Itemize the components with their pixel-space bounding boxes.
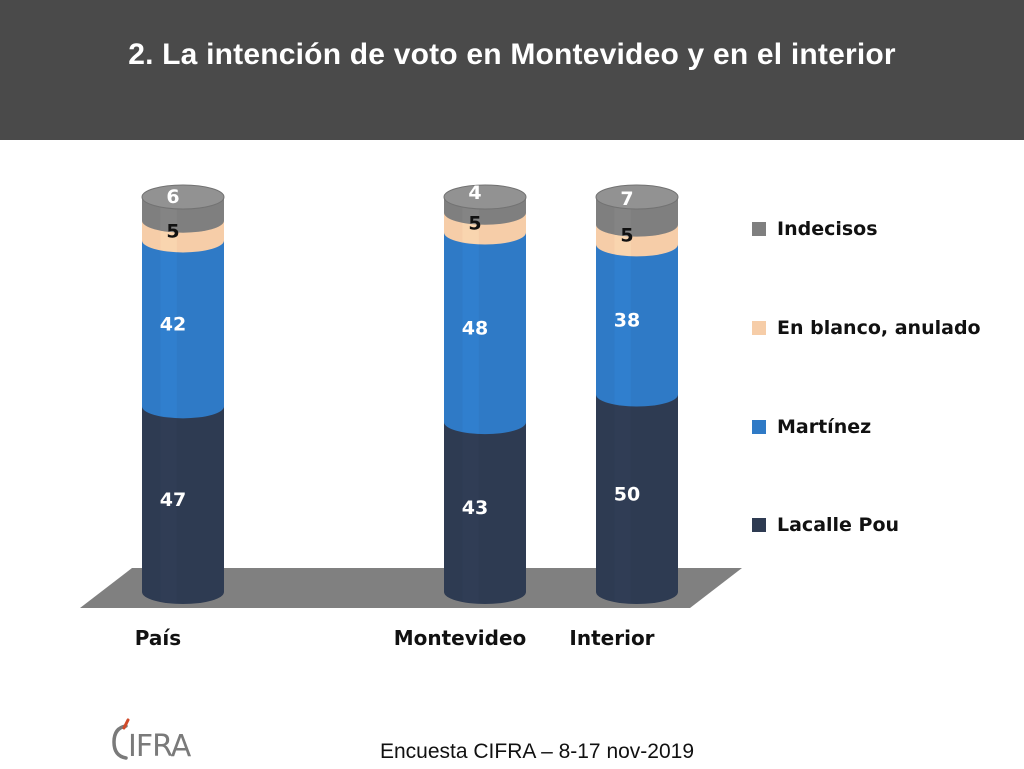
legend-swatch-en-blanco-anulado (752, 321, 766, 335)
stacked-bar-chart: 47 42 5 6 País 43 48 5 4 Montevideo 50 38 5 7 Interior… (80, 182, 981, 650)
legend-swatch-martinez (752, 420, 766, 434)
data-label-interior-martinez: 38 (614, 309, 640, 331)
data-label-montevideo-martinez: 48 (462, 317, 488, 339)
legend-label-martinez: Martínez (777, 416, 871, 438)
bar-interior-lacalle-pou (596, 394, 678, 604)
bar-montevideo-martinez-highlight (462, 232, 479, 434)
cifra-logo: IFRA (112, 718, 193, 764)
legend-label-lacalle-pou: Lacalle Pou (777, 514, 899, 536)
legend-swatch-lacalle-pou (752, 518, 766, 532)
data-label-pais-lacalle-pou: 47 (160, 489, 186, 511)
category-label-pais: País (135, 626, 181, 650)
bar-pais-martinez-highlight (160, 240, 177, 419)
page-title: 2. La intención de voto en Montevideo y … (128, 38, 896, 71)
header-bar (0, 0, 1024, 140)
bar-interior-lacalle-pou-highlight (614, 394, 631, 604)
bar-top-cap-pais (141, 184, 225, 210)
data-label-pais-en-blanco-anulado: 5 (166, 221, 179, 243)
bar-interior-martinez (596, 244, 678, 407)
bar-top-cap-interior (595, 184, 679, 210)
data-label-pais-indecisos: 6 (166, 186, 179, 208)
chart-floor (80, 568, 742, 608)
bar-montevideo-lacalle-pou (444, 422, 526, 604)
bar-montevideo-martinez (444, 232, 526, 435)
bar-pais-martinez (142, 240, 224, 419)
data-label-pais-martinez: 42 (160, 313, 186, 335)
data-label-montevideo-indecisos: 4 (468, 182, 481, 204)
footer-source: Encuesta CIFRA – 8-17 nov-2019 (380, 740, 695, 763)
bar-pais-lacalle-pou (142, 406, 224, 604)
legend-label-en-blanco-anulado: En blanco, anulado (777, 317, 981, 339)
bar-interior-martinez-highlight (614, 244, 631, 407)
category-label-interior: Interior (569, 626, 654, 650)
data-label-interior-en-blanco-anulado: 5 (620, 225, 633, 247)
category-label-montevideo: Montevideo (394, 626, 527, 650)
legend-swatch-indecisos (752, 222, 766, 236)
data-label-montevideo-en-blanco-anulado: 5 (468, 213, 481, 235)
bar-pais-lacalle-pou-highlight (160, 406, 177, 604)
bar-montevideo-lacalle-pou-highlight (462, 422, 479, 604)
legend-label-indecisos: Indecisos (777, 218, 878, 240)
data-label-interior-lacalle-pou: 50 (614, 483, 640, 505)
bar-top-cap-montevideo (443, 184, 527, 210)
data-label-interior-indecisos: 7 (620, 188, 633, 210)
svg-text:IFRA: IFRA (128, 729, 192, 764)
data-label-montevideo-lacalle-pou: 43 (462, 497, 488, 519)
